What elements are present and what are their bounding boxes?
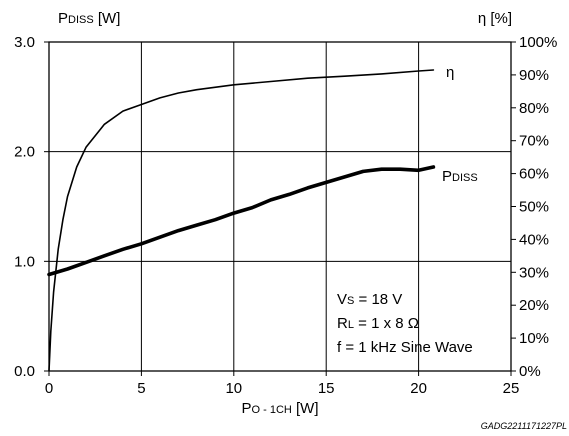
x-tick-label: 10 xyxy=(225,380,242,397)
series-layer xyxy=(47,69,436,372)
series-line-eta xyxy=(48,69,435,372)
y-left-tick-label: 2.0 xyxy=(14,144,35,161)
tick-labels: 0 5 10 15 20 25 0.0 1.0 2.0 3.0 0% 10% 20% 30% 40% 50% 6… xyxy=(14,34,557,397)
y-right-tick-label: 0% xyxy=(519,363,541,380)
x-tick-label: 15 xyxy=(318,380,335,397)
y-left-tick-label: 3.0 xyxy=(14,34,35,51)
series-label-pdiss: PDISS xyxy=(442,168,478,185)
annotation-f: f = 1 kHz Sine Wave xyxy=(337,339,473,356)
figure-id: GADG2211171227PL xyxy=(481,421,567,431)
y-left-tick-label: 1.0 xyxy=(14,253,35,270)
y-right-tick-label: 50% xyxy=(519,199,549,216)
y-right-tick-label: 40% xyxy=(519,231,549,248)
y-right-tick-label: 30% xyxy=(519,264,549,281)
y-right-tick-label: 20% xyxy=(519,297,549,314)
y-left-axis-label: PDISS [W] xyxy=(58,10,120,27)
y-right-axis-label: η [%] xyxy=(478,10,512,27)
grid xyxy=(49,42,511,371)
y-right-tick-label: 60% xyxy=(519,166,549,183)
y-right-tick-label: 90% xyxy=(519,67,549,84)
y-right-tick-label: 70% xyxy=(519,133,549,150)
conditions-annotation: VS = 18 V RL = 1 x 8 Ω f = 1 kHz Sine Wa… xyxy=(337,291,473,356)
series-line-pdiss xyxy=(47,165,436,277)
annotation-vs: VS = 18 V xyxy=(337,291,402,308)
y-left-tick-label: 0.0 xyxy=(14,363,35,380)
series-label-eta: η xyxy=(446,64,454,81)
y-right-tick-label: 100% xyxy=(519,34,557,51)
y-right-tick-label: 10% xyxy=(519,330,549,347)
y-right-tick-label: 80% xyxy=(519,100,549,117)
x-tick-label: 25 xyxy=(503,380,520,397)
x-axis-label: PO - 1CH [W] xyxy=(241,400,318,417)
plot-border xyxy=(48,41,512,372)
annotation-rl: RL = 1 x 8 Ω xyxy=(337,315,419,332)
x-tick-label: 20 xyxy=(410,380,427,397)
x-tick-label: 0 xyxy=(45,380,53,397)
plot-frame xyxy=(44,41,516,376)
x-tick-label: 5 xyxy=(137,380,145,397)
